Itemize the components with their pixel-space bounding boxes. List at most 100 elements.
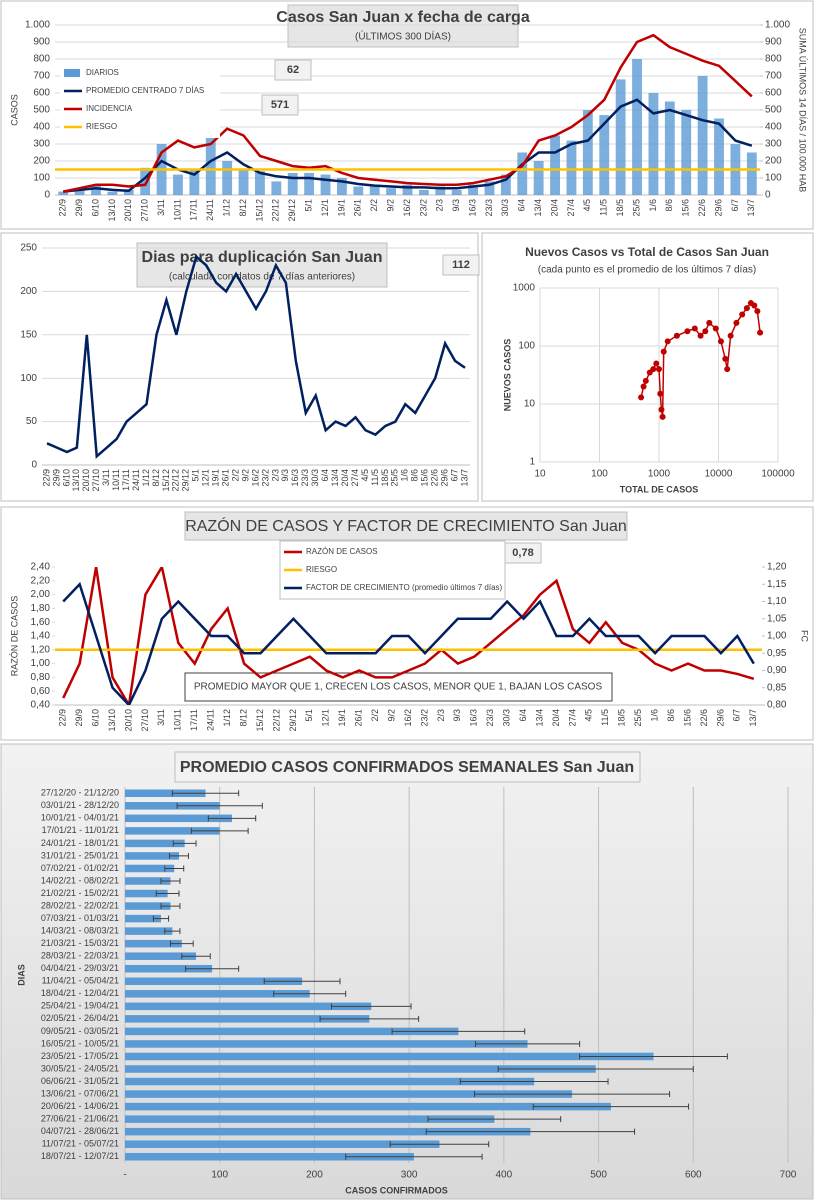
x-tick-label: 1/12 — [222, 199, 232, 217]
error-bar — [579, 1053, 728, 1060]
x-tick-label: 23/2 — [419, 709, 429, 727]
x-tick-label: 24/11 — [206, 709, 216, 731]
y-axis-title: CASOS — [9, 94, 19, 126]
bar — [418, 189, 429, 195]
x-tick-label: 1/6 — [650, 709, 660, 722]
y2-tick-label: 1,15 — [767, 579, 787, 590]
x-tick-label: 10/11 — [111, 469, 121, 491]
y-tick-label: 11/04/21 - 05/04/21 — [42, 976, 119, 986]
plot — [46, 254, 466, 459]
bar — [125, 1077, 535, 1086]
x-tick-label: 22/6 — [697, 199, 707, 217]
bar — [582, 110, 593, 195]
x-tick-label: 13/7 — [748, 709, 758, 727]
bar — [125, 1115, 495, 1123]
x-tick-label: 6/7 — [730, 199, 740, 212]
x-tick-label: 27/10 — [91, 469, 101, 492]
x-tick-label: 18/5 — [617, 709, 627, 727]
y2-tick-label: 700 — [765, 71, 782, 82]
legend-label: PROMEDIO CENTRADO 7 DÍAS — [86, 86, 204, 95]
bar — [140, 167, 151, 195]
x-tick-label: 300 — [401, 1170, 418, 1181]
y2-tick-label: 300 — [765, 139, 782, 150]
y-tick-label: 2,40 — [31, 562, 51, 573]
bar — [287, 172, 298, 195]
error-bar — [389, 1141, 490, 1148]
point — [658, 406, 665, 413]
x-tick-label: 16/3 — [467, 199, 477, 217]
bar — [125, 802, 220, 810]
y-tick-label: 16/05/21 - 10/05/21 — [41, 1038, 119, 1048]
point — [697, 332, 704, 339]
legend-label: RIESGO — [306, 565, 337, 574]
y-tick-label: 23/05/21 - 17/05/21 — [41, 1051, 119, 1061]
bar — [125, 1102, 611, 1111]
line — [46, 254, 466, 459]
point — [702, 328, 709, 335]
y-tick-label: 02/05/21 - 26/04/21 — [41, 1013, 119, 1023]
point — [657, 390, 664, 397]
title-box — [174, 751, 641, 783]
x-tick-label: 13/7 — [746, 199, 756, 217]
point — [706, 319, 713, 326]
x-tick-label: 13/10 — [107, 709, 117, 732]
error-bar — [164, 865, 185, 872]
x-tick-label: 11/5 — [599, 199, 609, 216]
x-tick-label: 3/11 — [156, 199, 166, 216]
bar — [664, 101, 675, 195]
bar — [648, 93, 659, 195]
bar — [451, 189, 462, 195]
x-tick-label: 19/1 — [336, 199, 346, 217]
bar — [125, 952, 197, 960]
x-tick-label: 15/6 — [681, 199, 691, 217]
x-tick-label: 27/10 — [140, 709, 150, 732]
bar — [125, 852, 179, 860]
point — [751, 302, 758, 309]
x-tick-label: 23/2 — [260, 469, 270, 487]
x-tick-label: 8/6 — [410, 469, 420, 482]
error-bar — [263, 978, 341, 985]
x-tick-label: 2/2 — [369, 199, 379, 212]
x-tick-label: 1/6 — [648, 199, 658, 212]
bar — [91, 184, 101, 195]
bar — [271, 181, 282, 195]
bar — [125, 1040, 528, 1048]
bar — [125, 939, 182, 948]
y2-tick-label: 600 — [765, 88, 782, 99]
bar — [500, 174, 511, 195]
x-tick-label: 29/6 — [715, 709, 725, 727]
x-tick-label: 8/12 — [238, 709, 248, 727]
error-bar — [155, 890, 180, 897]
legend-label: RIESGO — [86, 122, 117, 131]
y2-tick-label: 1,00 — [767, 631, 787, 642]
x-tick-label: 22/9 — [58, 709, 68, 727]
x-tick-label: 30/3 — [502, 709, 512, 727]
x-tick-label: 29/12 — [287, 199, 297, 222]
error-bar — [459, 1078, 609, 1085]
point — [717, 338, 724, 345]
plot — [55, 33, 760, 195]
bar — [125, 914, 161, 923]
y-tick-label: 0 — [44, 190, 50, 201]
x-tick-label: 2/3 — [436, 709, 446, 722]
x-tick-label: 20/4 — [549, 199, 559, 217]
x-tick-label: 16/2 — [250, 469, 260, 487]
y-tick-label: 20/06/21 - 14/06/21 — [41, 1101, 119, 1111]
line — [62, 33, 753, 193]
point — [722, 355, 729, 362]
bar — [125, 1002, 372, 1011]
error-bar — [497, 1066, 694, 1072]
x-tick-label: 6/4 — [518, 709, 528, 722]
y-tick-label: 1,80 — [31, 603, 51, 614]
y-tick-label: 800 — [33, 54, 50, 65]
x-tick-label: 30/3 — [310, 469, 320, 487]
y-tick-label: 30/05/21 - 24/05/21 — [41, 1063, 119, 1073]
chart-subtitle: (ÚLTIMOS 300 DÍAS) — [355, 30, 451, 43]
chart-title: Dias para duplicación San Juan — [142, 249, 383, 266]
y-tick-label: 04/07/21 - 28/06/21 — [41, 1126, 119, 1136]
x-tick-label: 22/9 — [58, 199, 68, 217]
error-bar — [425, 1128, 636, 1135]
x-tick-label: 20/10 — [123, 709, 133, 732]
error-bar — [185, 965, 240, 972]
x-tick-label: 13/10 — [107, 199, 117, 222]
